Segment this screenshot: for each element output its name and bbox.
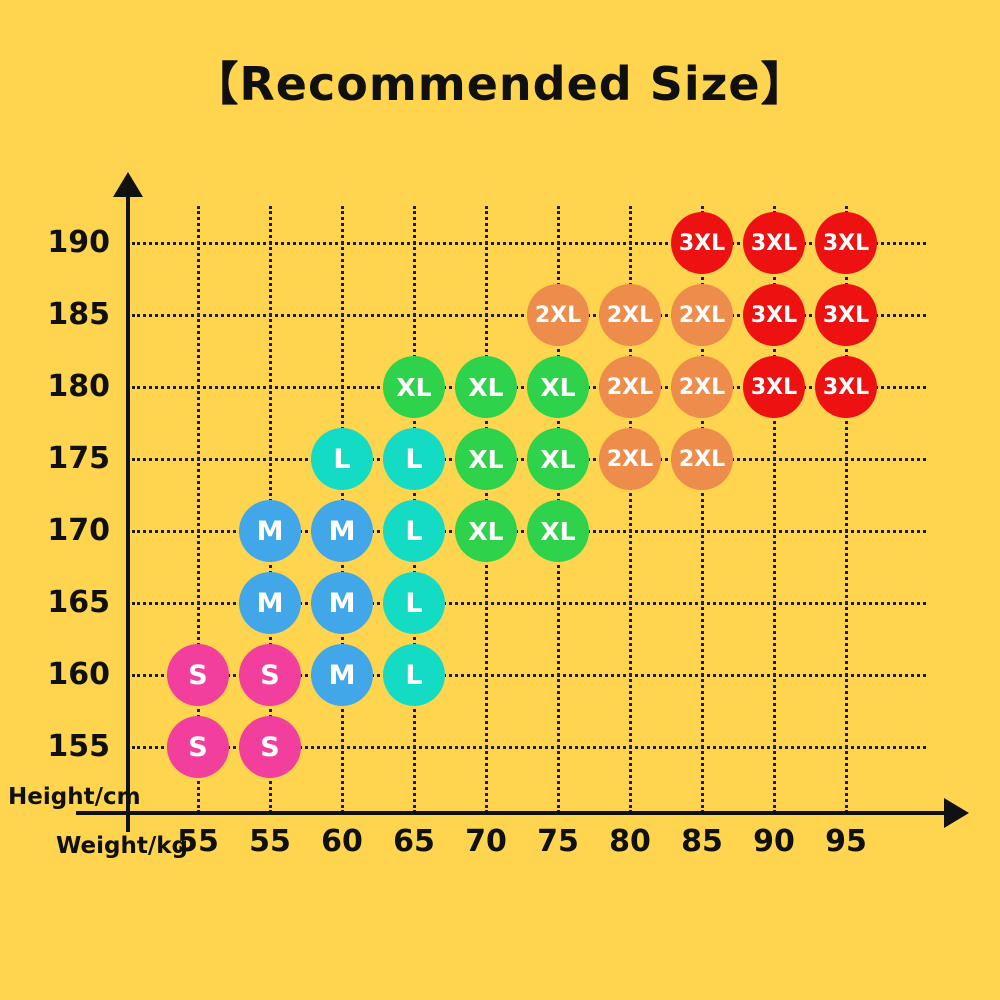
y-tick-label-155: 155 (47, 729, 110, 764)
size-dot-s-col0-h155: S (167, 716, 229, 778)
x-tick-label-col6: 80 (609, 824, 651, 859)
y-axis-title: Height/cm (8, 784, 141, 810)
y-tick-label-165: 165 (47, 585, 110, 620)
x-tick-label-col4: 70 (465, 824, 507, 859)
size-dot-m-col1-h170: M (239, 500, 301, 562)
y-tick-label-180: 180 (47, 369, 110, 404)
size-dot-m-col2-h170: M (311, 500, 373, 562)
size-dot-2xl-col6-h175: 2XL (599, 428, 661, 490)
y-tick-label-160: 160 (47, 657, 110, 692)
size-dot-l-col3-h165: L (383, 572, 445, 634)
x-tick-label-col1: 55 (249, 824, 291, 859)
x-tick-label-col9: 95 (825, 824, 867, 859)
size-dot-xl-col5-h175: XL (527, 428, 589, 490)
size-dot-3xl-col9-h180: 3XL (815, 356, 877, 418)
y-axis (126, 186, 130, 832)
size-dot-xl-col4-h175: XL (455, 428, 517, 490)
size-dot-2xl-col6-h180: 2XL (599, 356, 661, 418)
size-dot-s-col0-h160: S (167, 644, 229, 706)
size-dot-3xl-col8-h180: 3XL (743, 356, 805, 418)
h-gridline-165 (132, 602, 926, 605)
v-gridline-col8 (773, 206, 776, 813)
size-dot-m-col2-h165: M (311, 572, 373, 634)
y-axis-arrow-icon (113, 172, 143, 197)
size-dot-s-col1-h160: S (239, 644, 301, 706)
size-dot-3xl-col8-h190: 3XL (743, 212, 805, 274)
v-gridline-col6 (629, 206, 632, 813)
size-dot-3xl-col7-h190: 3XL (671, 212, 733, 274)
size-dot-xl-col5-h170: XL (527, 500, 589, 562)
x-tick-label-col0: 55 (177, 824, 219, 859)
x-axis-title: Weight/kg (56, 833, 189, 859)
size-dot-2xl-col5-h185: 2XL (527, 284, 589, 346)
size-dot-l-col2-h175: L (311, 428, 373, 490)
size-dot-l-col3-h175: L (383, 428, 445, 490)
x-tick-label-col7: 85 (681, 824, 723, 859)
size-dot-xl-col5-h180: XL (527, 356, 589, 418)
size-dot-l-col3-h160: L (383, 644, 445, 706)
h-gridline-160 (132, 674, 926, 677)
y-tick-label-190: 190 (47, 225, 110, 260)
v-gridline-col7 (701, 206, 704, 813)
size-dot-3xl-col8-h185: 3XL (743, 284, 805, 346)
size-dot-3xl-col9-h190: 3XL (815, 212, 877, 274)
x-tick-label-col8: 90 (753, 824, 795, 859)
x-tick-label-col5: 75 (537, 824, 579, 859)
size-dot-3xl-col9-h185: 3XL (815, 284, 877, 346)
size-dot-m-col1-h165: M (239, 572, 301, 634)
v-gridline-col9 (845, 206, 848, 813)
x-tick-label-col2: 60 (321, 824, 363, 859)
y-tick-label-175: 175 (47, 441, 110, 476)
size-dot-m-col2-h160: M (311, 644, 373, 706)
size-dot-2xl-col7-h180: 2XL (671, 356, 733, 418)
size-dot-xl-col4-h170: XL (455, 500, 517, 562)
h-gridline-155 (132, 746, 926, 749)
size-dot-xl-col4-h180: XL (455, 356, 517, 418)
size-dot-l-col3-h170: L (383, 500, 445, 562)
y-tick-label-185: 185 (47, 297, 110, 332)
size-dot-2xl-col7-h175: 2XL (671, 428, 733, 490)
page-title: 【Recommended Size】 (192, 57, 808, 111)
size-dot-xl-col3-h180: XL (383, 356, 445, 418)
y-tick-label-170: 170 (47, 513, 110, 548)
size-dot-2xl-col7-h185: 2XL (671, 284, 733, 346)
x-tick-label-col3: 65 (393, 824, 435, 859)
size-dot-s-col1-h155: S (239, 716, 301, 778)
size-dot-2xl-col6-h185: 2XL (599, 284, 661, 346)
v-gridline-col0 (197, 206, 200, 813)
x-axis-arrow-icon (944, 798, 969, 828)
x-axis (76, 811, 946, 815)
h-gridline-190 (132, 242, 926, 245)
